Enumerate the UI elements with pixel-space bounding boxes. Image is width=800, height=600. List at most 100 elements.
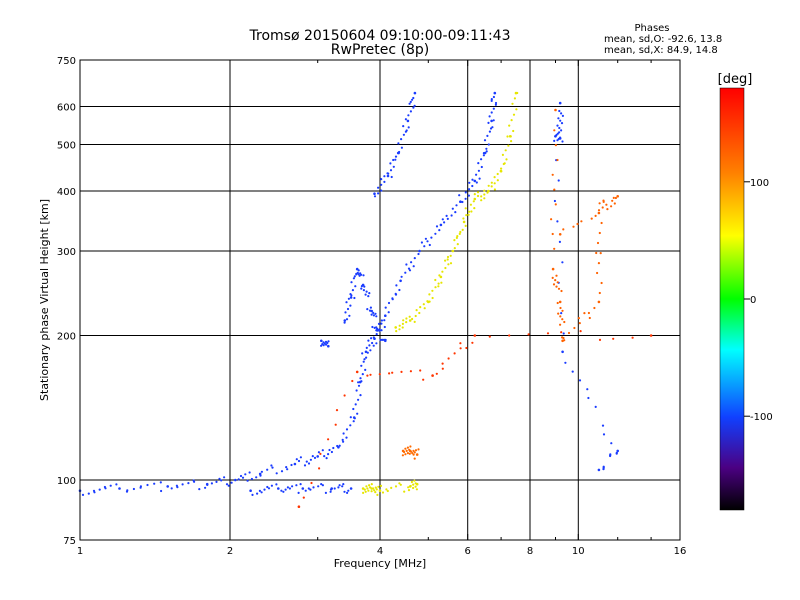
echo-point	[394, 293, 398, 296]
data-point	[394, 326, 398, 329]
echo-point	[476, 191, 480, 194]
echo-point	[352, 407, 355, 411]
data-points	[78, 91, 653, 509]
echo-point	[561, 114, 565, 117]
echo-point	[380, 338, 383, 341]
echo-point	[455, 236, 458, 239]
data-point	[234, 478, 237, 482]
echo-point	[370, 490, 373, 493]
echo-point	[459, 342, 462, 345]
echo-point	[361, 352, 364, 355]
echo-point	[367, 339, 370, 342]
echo-point	[302, 496, 305, 499]
data-point	[406, 119, 410, 123]
echo-point	[611, 199, 614, 202]
echo-point	[398, 288, 401, 292]
echo-point	[299, 456, 302, 459]
echo-point	[482, 154, 485, 157]
echo-point	[594, 214, 597, 217]
echo-point	[511, 102, 514, 105]
echo-point	[374, 491, 377, 494]
echo-point	[489, 127, 493, 130]
echo-point	[408, 315, 411, 318]
echo-point	[560, 289, 563, 293]
echo-point	[365, 346, 368, 349]
echo-point	[490, 185, 493, 188]
echo-point	[395, 284, 398, 287]
echo-point	[394, 485, 398, 488]
echo-point	[434, 286, 437, 289]
x-tick-label: 16	[674, 546, 687, 557]
echo-point	[553, 188, 556, 191]
echo-point	[352, 277, 355, 280]
data-point	[597, 300, 601, 304]
echo-point	[400, 370, 403, 373]
x-tick-label: 10	[572, 546, 585, 557]
echo-point	[468, 210, 471, 213]
echo-point	[275, 483, 278, 486]
echo-point	[304, 489, 307, 492]
echo-point	[192, 479, 195, 482]
echo-point	[409, 370, 412, 373]
echo-point	[380, 322, 383, 325]
echo-point	[362, 360, 365, 363]
echo-point	[558, 109, 561, 113]
echo-point	[215, 480, 218, 483]
echo-point	[380, 319, 383, 322]
echo-point	[375, 333, 378, 336]
data-point	[597, 211, 601, 215]
chart-title-line1: Tromsø 20150604 09:10:00-09:11:43	[249, 28, 511, 44]
echo-point	[256, 492, 259, 495]
echo-point	[367, 489, 370, 492]
echo-point	[115, 483, 118, 486]
data-point	[361, 283, 365, 287]
echo-point	[560, 122, 564, 125]
echo-point	[407, 486, 410, 489]
echo-point	[559, 315, 562, 318]
grid-lines	[80, 60, 680, 540]
echo-point	[586, 388, 589, 391]
echo-point	[271, 466, 274, 469]
echo-point	[422, 303, 425, 306]
colorbar	[719, 87, 745, 511]
echo-point	[373, 326, 376, 329]
echo-point	[175, 484, 178, 487]
data-point	[558, 300, 562, 304]
echo-point	[378, 373, 381, 376]
echo-point	[471, 178, 474, 181]
echo-point	[363, 358, 366, 361]
echo-point	[389, 169, 393, 172]
echo-point	[402, 125, 405, 128]
echo-point	[441, 218, 444, 221]
echo-point	[365, 356, 368, 359]
echo-point	[598, 338, 602, 341]
data-point	[558, 233, 562, 236]
echo-point	[467, 194, 470, 197]
echo-point	[223, 476, 226, 479]
data-point	[561, 339, 564, 343]
echo-point	[389, 162, 392, 165]
echo-point	[602, 199, 605, 202]
echo-point	[297, 491, 300, 494]
echo-point	[508, 124, 511, 127]
echo-point	[317, 485, 320, 488]
data-point	[413, 91, 417, 95]
echo-point	[613, 202, 616, 205]
echo-point	[374, 312, 377, 315]
echo-point	[329, 490, 332, 493]
echo-point	[562, 336, 565, 340]
echo-point	[597, 262, 601, 265]
echo-point	[560, 331, 563, 334]
echo-point	[409, 445, 412, 448]
echo-point	[487, 143, 490, 146]
echo-point	[588, 316, 591, 320]
echo-point	[328, 448, 331, 452]
echo-point	[553, 139, 556, 142]
echo-point	[369, 373, 372, 376]
echo-point	[359, 377, 362, 380]
echo-point	[309, 488, 312, 491]
echo-point	[398, 150, 401, 154]
echo-point	[334, 423, 337, 426]
echo-point	[355, 389, 358, 392]
echo-point	[560, 312, 563, 315]
